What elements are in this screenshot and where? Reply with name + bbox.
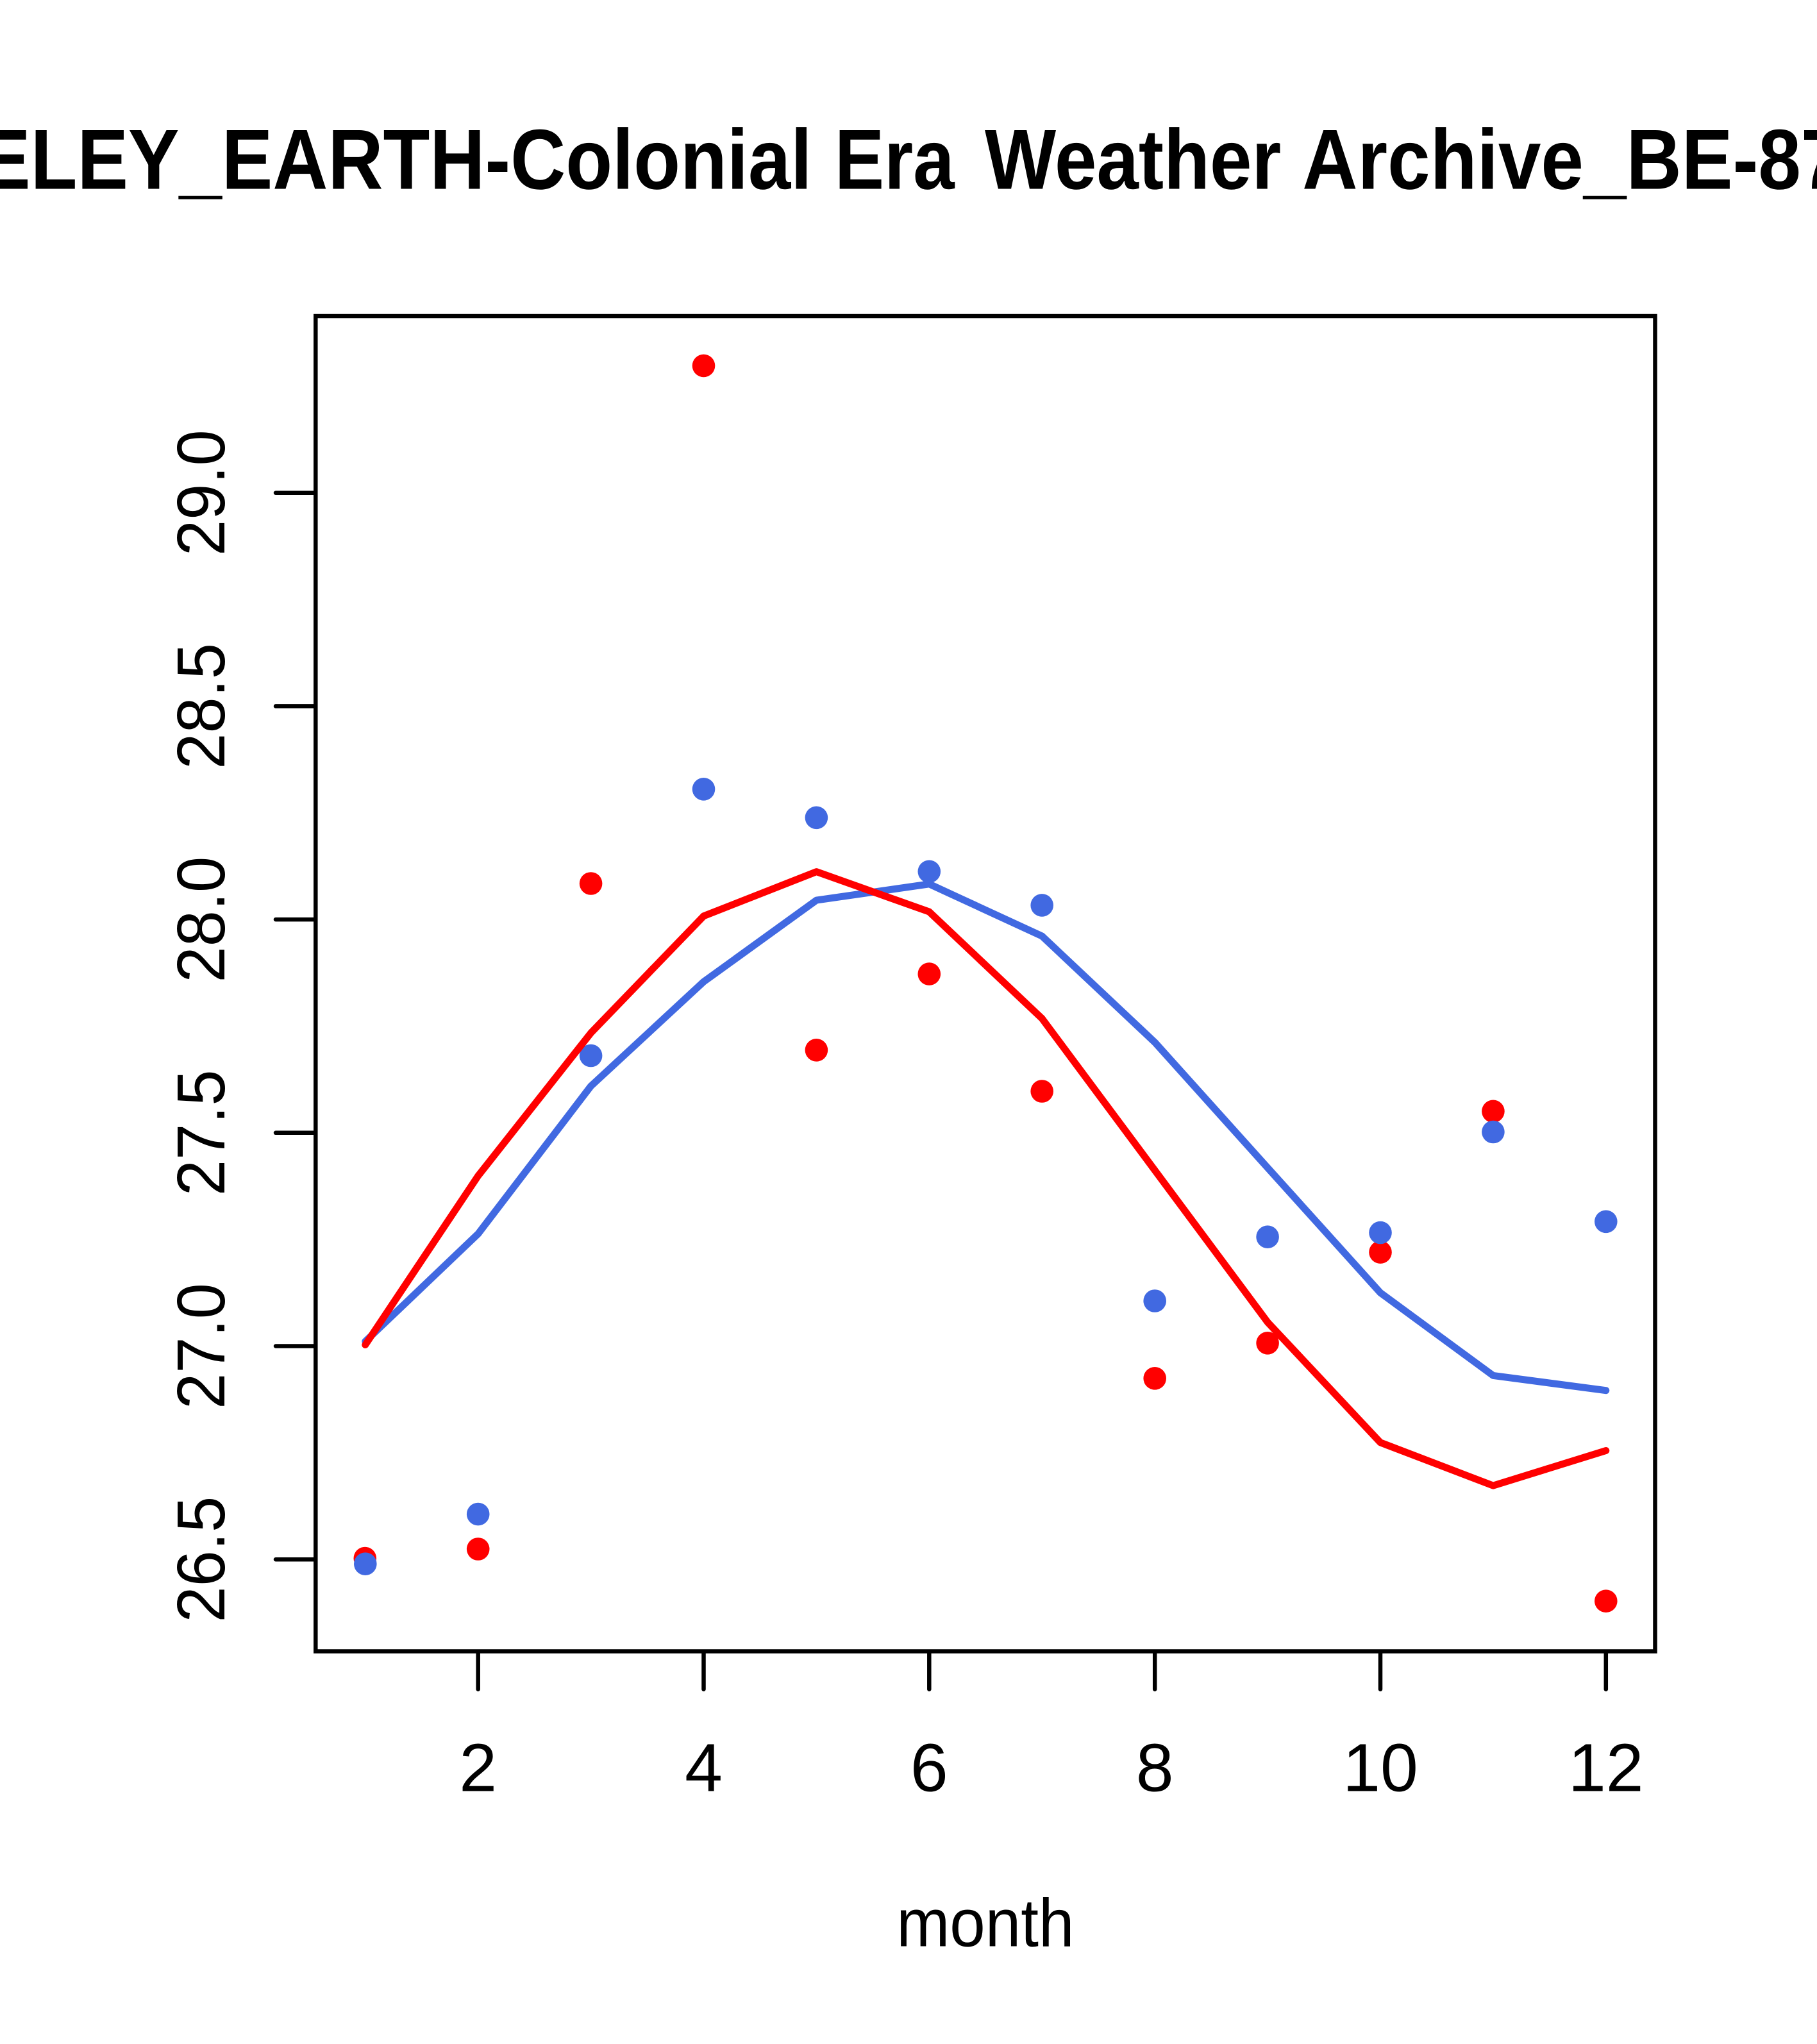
svg-text:28.0: 28.0: [163, 857, 239, 983]
svg-text:8: 8: [1136, 1730, 1174, 1806]
svg-text:12: 12: [1568, 1730, 1644, 1806]
svg-text:27.5: 27.5: [163, 1069, 239, 1196]
svg-text:ELEY_EARTH-Colonial: ELEY_EARTH-Colonial: [0, 113, 812, 208]
svg-text:6: 6: [910, 1730, 948, 1806]
svg-text:26.5: 26.5: [163, 1496, 239, 1623]
svg-text:Archive_BE-87: Archive_BE-87: [1302, 113, 1817, 208]
svg-text:28.5: 28.5: [163, 643, 239, 769]
svg-text:Era: Era: [835, 113, 955, 208]
svg-text:29.0: 29.0: [163, 430, 239, 556]
svg-text:2: 2: [459, 1730, 497, 1806]
svg-text:month: month: [896, 1886, 1074, 1961]
svg-text:Weather: Weather: [985, 113, 1281, 208]
svg-text:27.0: 27.0: [163, 1283, 239, 1409]
svg-text:10: 10: [1343, 1730, 1418, 1806]
svg-text:4: 4: [685, 1730, 723, 1806]
